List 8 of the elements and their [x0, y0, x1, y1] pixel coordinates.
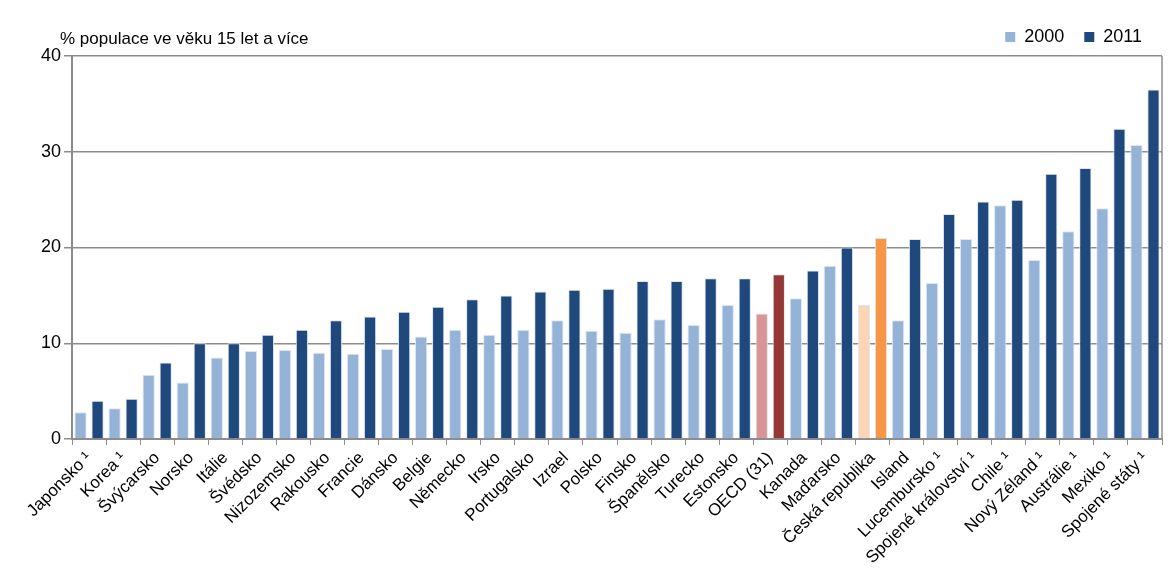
y-tick-label: 40 [40, 44, 62, 65]
y-tick-label: 20 [40, 236, 62, 257]
y-axis-title: % populace ve věku 15 let a více [60, 29, 309, 49]
y-tick-label: 0 [51, 427, 62, 448]
legend-label: 2011 [1103, 25, 1143, 46]
y-tick-label: 30 [40, 140, 62, 161]
y-tick-label: 10 [40, 332, 62, 353]
legend-label: 2000 [1024, 25, 1065, 46]
